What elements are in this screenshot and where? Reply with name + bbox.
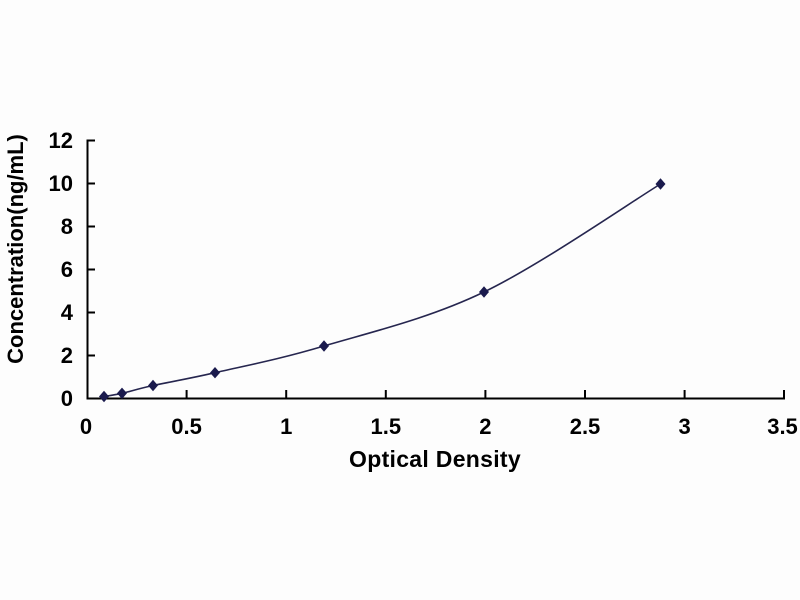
- svg-text:8: 8: [61, 214, 73, 239]
- svg-text:0: 0: [61, 386, 73, 411]
- svg-text:12: 12: [49, 128, 73, 153]
- svg-text:0.5: 0.5: [171, 414, 202, 439]
- svg-text:1.5: 1.5: [371, 414, 402, 439]
- svg-text:1: 1: [280, 414, 292, 439]
- svg-text:3.5: 3.5: [767, 414, 798, 439]
- svg-text:10: 10: [49, 171, 73, 196]
- svg-text:4: 4: [61, 300, 74, 325]
- svg-text:3: 3: [678, 414, 690, 439]
- svg-text:2: 2: [479, 414, 491, 439]
- svg-text:2: 2: [61, 343, 73, 368]
- svg-text:6: 6: [61, 257, 73, 282]
- svg-text:Optical Density: Optical Density: [349, 446, 521, 472]
- svg-text:2.5: 2.5: [570, 414, 601, 439]
- svg-text:0: 0: [80, 414, 92, 439]
- svg-text:Concentration(ng/mL): Concentration(ng/mL): [3, 134, 28, 364]
